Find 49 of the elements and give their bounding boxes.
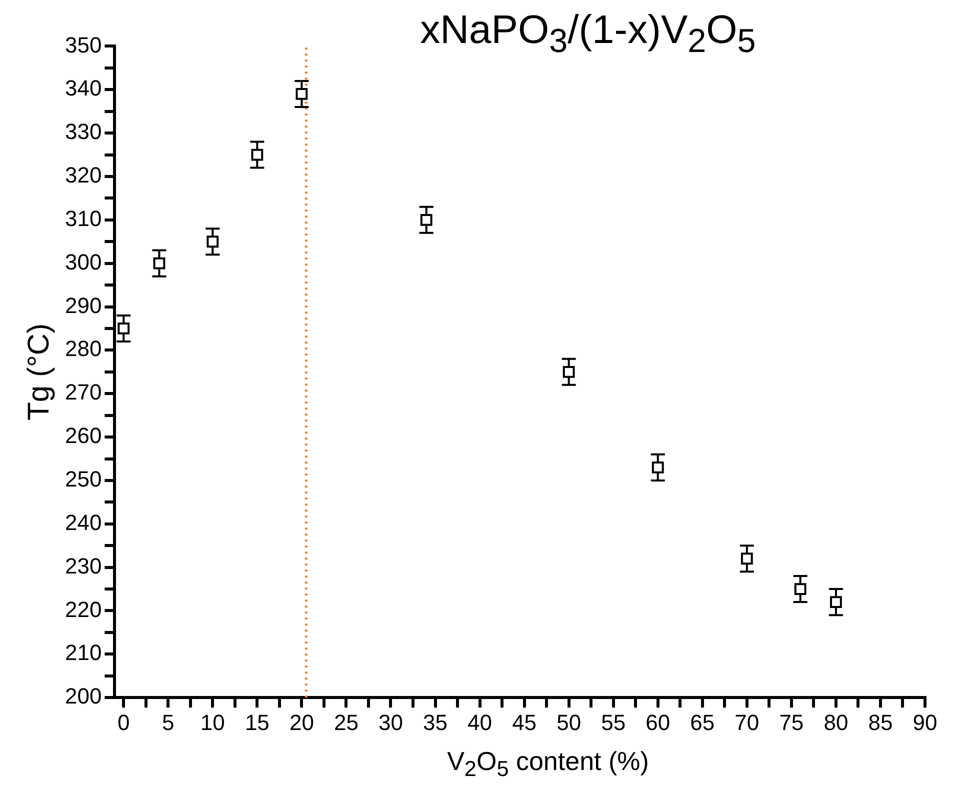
y-tick-label: 210 [64, 640, 102, 666]
x-tick-label: 15 [244, 710, 270, 735]
point [251, 148, 264, 161]
x-tick-label: 25 [334, 710, 358, 735]
chart-title: xNaPO$_{3}$/(1-x)V$_{2}$O$_{5}$ [419, 8, 757, 61]
y-tick-label: 200 [64, 684, 102, 709]
point [420, 214, 432, 226]
point [830, 596, 842, 608]
y-tick-label: 340 [64, 76, 102, 101]
x-axis-title: V$_{2}$O$_{5}$ content (%) [446, 746, 650, 782]
y-tick-label: 330 [64, 119, 102, 144]
x-tick-label: 40 [468, 710, 492, 735]
point [562, 366, 575, 378]
x-tick-label: 85 [868, 710, 893, 735]
point [296, 88, 308, 100]
x-tick-label: 65 [690, 710, 715, 735]
x-tick-label: 70 [734, 710, 760, 735]
point [794, 583, 806, 595]
x-tick-label: 0 [117, 710, 130, 735]
x-tick-label: 50 [556, 710, 582, 735]
y-tick-label: 290 [64, 292, 102, 318]
x-tick-label: 45 [512, 710, 537, 735]
y-tick-label: 230 [64, 553, 102, 578]
x-tick-label: 20 [289, 710, 314, 735]
point [118, 322, 130, 334]
y-tick-label: 320 [64, 162, 102, 188]
x-tick-label: 80 [824, 710, 848, 735]
x-tick-label: 30 [378, 710, 403, 735]
x-tick-label: 60 [646, 710, 670, 735]
point [740, 552, 753, 565]
y-tick-label: 240 [64, 510, 102, 535]
y-tick-label: 250 [64, 466, 102, 492]
y-tick-label: 310 [64, 206, 102, 231]
y-tick-label: 220 [64, 596, 102, 622]
x-tick-label: 35 [423, 710, 448, 735]
x-tick-label: 10 [200, 710, 225, 735]
y-tick-label: 260 [64, 423, 102, 448]
x-tick-label: 75 [779, 710, 804, 735]
y-tick-label: 280 [64, 336, 102, 362]
point [206, 236, 219, 248]
x-tick-label: 90 [912, 710, 938, 735]
x-tick-label: 5 [162, 710, 174, 735]
point [153, 257, 166, 270]
y-axis-title: Tg (°C) [22, 323, 56, 420]
point [652, 461, 664, 474]
y-tick-label: 300 [64, 249, 102, 274]
x-tick-label: 55 [601, 710, 626, 735]
y-tick-label: 350 [64, 32, 102, 58]
y-tick-label: 270 [64, 380, 102, 405]
